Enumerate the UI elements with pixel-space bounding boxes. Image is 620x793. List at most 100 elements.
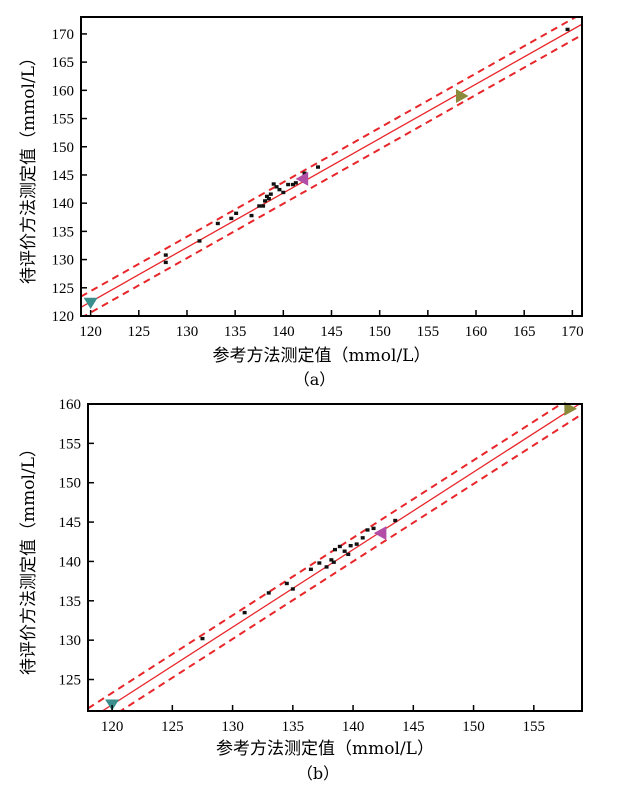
confidence-lower-line bbox=[118, 413, 582, 711]
data-point bbox=[266, 196, 271, 201]
data-point bbox=[316, 165, 321, 169]
x-tick-label: 130 bbox=[176, 324, 199, 340]
x-tick-label: 120 bbox=[79, 324, 102, 340]
data-point bbox=[293, 181, 298, 185]
x-tick-label: 135 bbox=[224, 324, 247, 340]
x-tick-label: 145 bbox=[402, 719, 425, 735]
y-axis-label: 待评价方法测定值（mmol/L） bbox=[19, 440, 39, 675]
data-point bbox=[163, 253, 168, 257]
x-tick-label: 150 bbox=[462, 719, 485, 735]
data-point bbox=[317, 561, 322, 565]
chart-b: 120 125 130 135 140 145 150 155 125 130 135 140 145 1… bbox=[19, 397, 583, 783]
x-axis-label: 参考方法测定值（mmol/L） bbox=[216, 739, 434, 759]
highlight-marker bbox=[564, 401, 577, 416]
x-tick-label: 125 bbox=[161, 719, 184, 735]
y-tick-label: 150 bbox=[52, 140, 75, 156]
y-tick-label: 130 bbox=[59, 633, 82, 649]
y-tick-label: 170 bbox=[52, 27, 75, 43]
y-tick-label: 140 bbox=[52, 196, 75, 212]
y-tick-label: 135 bbox=[59, 594, 82, 610]
data-point bbox=[242, 610, 247, 615]
data-point bbox=[263, 199, 268, 203]
x-tick-label: 140 bbox=[342, 719, 365, 735]
highlight-marker bbox=[373, 526, 387, 541]
data-point bbox=[302, 171, 307, 175]
plot-frame bbox=[87, 403, 583, 712]
data-point bbox=[277, 187, 282, 192]
data-point bbox=[261, 204, 266, 208]
chart-caption: （a） bbox=[294, 370, 336, 389]
y-tick-label: 150 bbox=[59, 476, 82, 492]
data-point bbox=[290, 587, 295, 591]
highlight-marker bbox=[295, 171, 309, 186]
data-point bbox=[333, 547, 337, 552]
x-tick-label: 135 bbox=[282, 719, 305, 735]
data-point bbox=[331, 560, 336, 564]
data-point bbox=[200, 636, 205, 641]
chart-a: 120 125 130 135 140 145 150 155 160 165 170 120 125 1… bbox=[19, 16, 584, 389]
data-point bbox=[284, 581, 289, 586]
x-tick-label: 140 bbox=[272, 324, 295, 340]
data-point bbox=[268, 192, 273, 196]
regression-line bbox=[81, 23, 582, 308]
data-point bbox=[308, 567, 313, 572]
data-point bbox=[266, 591, 271, 595]
data-point bbox=[354, 542, 359, 546]
data-point bbox=[281, 190, 286, 195]
confidence-upper-line bbox=[81, 17, 578, 298]
y-tick-label: 120 bbox=[52, 309, 75, 325]
data-point bbox=[163, 260, 168, 265]
y-tick-label: 125 bbox=[52, 281, 75, 297]
y-tick-label: 145 bbox=[52, 168, 75, 184]
data-point bbox=[264, 194, 269, 199]
x-tick-label: 155 bbox=[417, 324, 440, 340]
x-tick-label: 120 bbox=[101, 719, 124, 735]
data-point bbox=[393, 518, 398, 523]
data-point bbox=[271, 182, 276, 186]
data-point bbox=[346, 552, 351, 557]
x-tick-label: 150 bbox=[368, 324, 391, 340]
data-point bbox=[257, 204, 262, 208]
y-tick-label: 125 bbox=[59, 673, 82, 689]
data-point bbox=[337, 544, 342, 549]
x-tick-label: 165 bbox=[513, 324, 536, 340]
data-point bbox=[229, 216, 234, 221]
y-tick-label: 130 bbox=[52, 253, 75, 269]
highlight-marker bbox=[83, 297, 98, 309]
data-point bbox=[348, 543, 353, 548]
data-point bbox=[329, 558, 334, 562]
highlight-marker bbox=[455, 88, 469, 103]
regression-group bbox=[81, 17, 582, 316]
data-point bbox=[215, 221, 220, 226]
y-axis-label: 待评价方法测定值（mmol/L） bbox=[19, 49, 39, 284]
confidence-lower-line bbox=[82, 34, 582, 316]
x-axis-label: 参考方法测定值（mmol/L） bbox=[213, 346, 431, 366]
chart-caption: （b） bbox=[297, 764, 339, 783]
y-tick-label: 145 bbox=[59, 515, 82, 531]
data-point bbox=[365, 528, 370, 532]
y-tick-label: 135 bbox=[52, 224, 75, 240]
x-tick-label: 155 bbox=[523, 719, 546, 735]
y-tick-label: 160 bbox=[52, 83, 75, 99]
y-tick-label: 140 bbox=[59, 554, 82, 570]
data-point bbox=[371, 526, 376, 531]
data-point bbox=[249, 213, 254, 218]
data-point bbox=[234, 211, 239, 216]
data-point bbox=[286, 182, 291, 187]
y-tick-label: 160 bbox=[59, 397, 82, 413]
plot-frame bbox=[80, 16, 583, 317]
x-tick-label: 125 bbox=[128, 324, 151, 340]
x-tick-label: 160 bbox=[465, 324, 488, 340]
y-tick-label: 155 bbox=[59, 436, 82, 452]
x-tick-label: 145 bbox=[320, 324, 343, 340]
x-tick-label: 170 bbox=[561, 324, 584, 340]
data-point bbox=[342, 549, 347, 553]
x-tick-label: 130 bbox=[221, 719, 244, 735]
data-point bbox=[290, 182, 295, 187]
data-point bbox=[274, 185, 279, 189]
data-point bbox=[360, 536, 365, 540]
data-point bbox=[565, 27, 570, 32]
y-tick-label: 165 bbox=[52, 55, 75, 71]
y-tick-label: 155 bbox=[52, 112, 75, 128]
